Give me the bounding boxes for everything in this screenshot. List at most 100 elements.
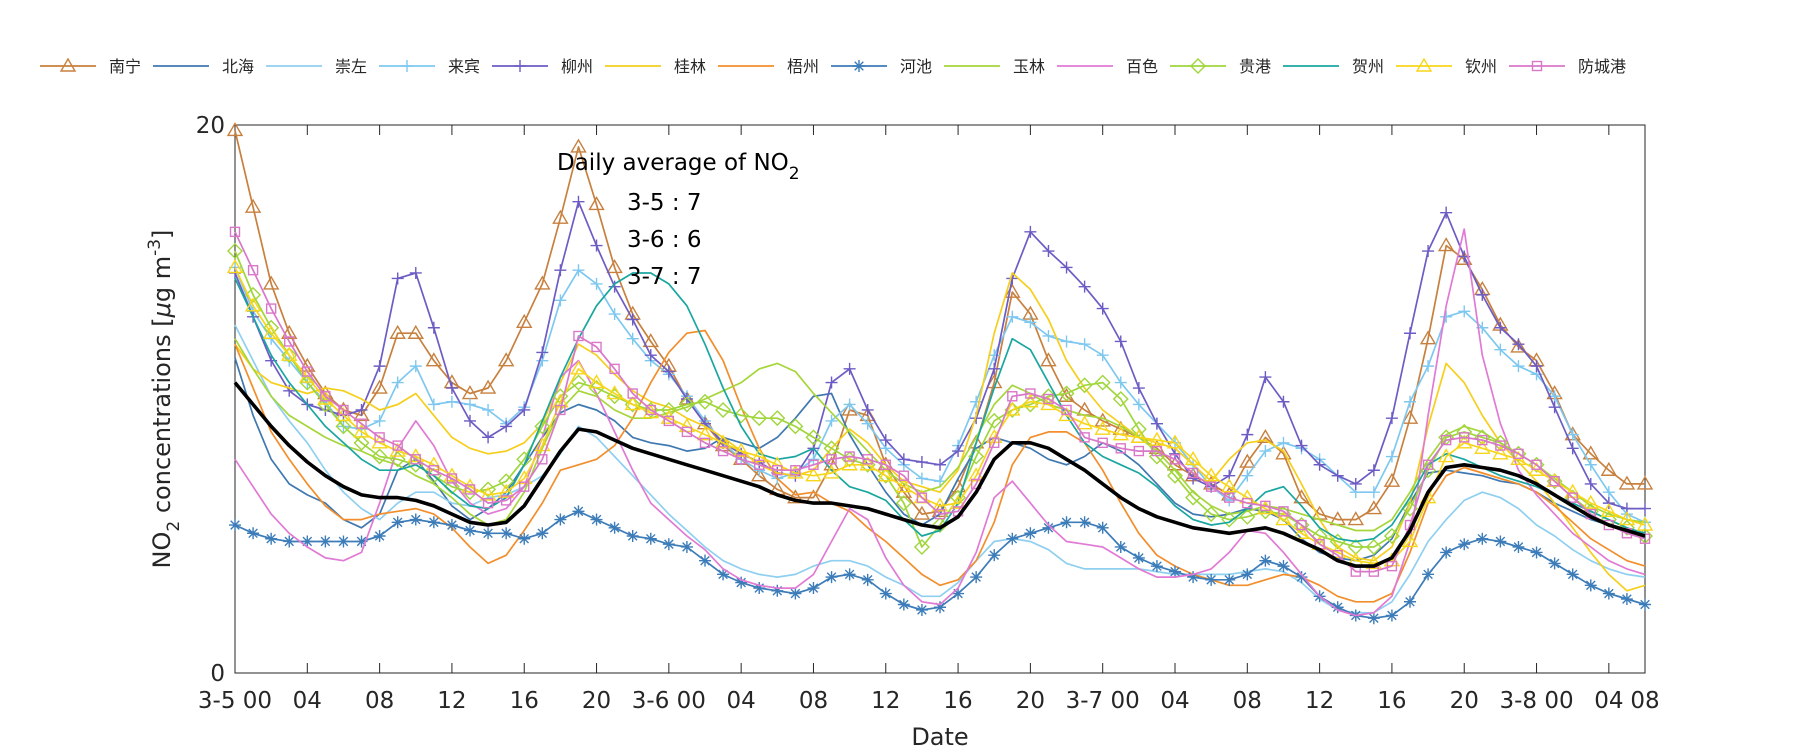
series-point <box>389 451 406 468</box>
series-point <box>1293 489 1310 504</box>
series-point <box>1437 448 1455 463</box>
series-point <box>409 266 422 279</box>
series-point <box>861 403 874 416</box>
series-point <box>1365 500 1383 515</box>
series-point <box>1132 551 1145 564</box>
legend-item: 百色 <box>1057 57 1158 76</box>
series-point <box>1331 469 1344 482</box>
series-point <box>464 524 476 537</box>
x-tick-label: 08 <box>1233 688 1262 714</box>
series-point <box>319 535 332 548</box>
series-point <box>714 434 732 449</box>
series-point <box>445 519 458 532</box>
series-point <box>265 303 277 314</box>
series-point <box>337 535 350 548</box>
series-point <box>1367 486 1380 499</box>
series-point <box>1512 360 1525 373</box>
series-point <box>1440 206 1453 219</box>
series-point <box>1275 445 1292 460</box>
series-point <box>445 382 458 395</box>
legend-item: 钦州 <box>1396 57 1497 76</box>
series-point <box>1530 546 1543 559</box>
series-point <box>772 465 783 476</box>
series-point <box>697 393 713 410</box>
legend-label: 贵港 <box>1239 57 1271 76</box>
series-point <box>1600 502 1618 518</box>
annotation-line-1: 3-5 : 7 <box>627 190 702 216</box>
legend-label: 钦州 <box>1465 57 1497 76</box>
series-point <box>1239 508 1256 525</box>
series-point <box>500 495 512 506</box>
series-point <box>371 448 388 465</box>
series-line <box>233 381 1646 568</box>
series-point <box>771 584 784 597</box>
legend-label: 贺州 <box>1352 57 1384 76</box>
series-point <box>1329 544 1346 559</box>
series-point <box>570 360 587 375</box>
series-point <box>1567 492 1578 503</box>
series-point <box>1078 338 1091 351</box>
series-point <box>952 587 965 600</box>
series-point <box>934 458 946 471</box>
series-point <box>1132 398 1145 411</box>
series-point <box>895 478 913 493</box>
legend-item: 贵港 <box>1170 57 1271 76</box>
series-point <box>787 464 804 479</box>
series-point <box>1584 579 1597 592</box>
series-point <box>245 286 262 303</box>
series-point <box>1293 524 1310 539</box>
series-point <box>555 404 566 416</box>
series-point <box>1221 511 1238 528</box>
series-point <box>880 459 891 470</box>
series-13 <box>229 226 1651 577</box>
series-point <box>464 414 476 427</box>
x-tick-label: 12 <box>1305 688 1334 714</box>
series-point <box>554 294 567 307</box>
series-point <box>931 497 949 512</box>
series-point <box>787 489 804 504</box>
x-tick-label: 3-8 00 <box>1499 688 1573 714</box>
series-point <box>699 554 711 567</box>
series-point <box>1440 434 1452 446</box>
series-point <box>644 532 657 545</box>
series-point <box>1331 601 1344 614</box>
series-point <box>552 209 569 224</box>
series-point <box>536 346 549 359</box>
series-point <box>1582 494 1599 509</box>
series-point <box>518 532 531 545</box>
series-point <box>624 396 641 411</box>
series-line <box>234 267 1646 565</box>
series-point <box>826 454 837 465</box>
series-point <box>1169 454 1181 465</box>
series-point <box>861 417 874 430</box>
series-point <box>1205 481 1217 492</box>
series-point <box>1042 245 1055 258</box>
series-point <box>1096 349 1109 362</box>
series-point <box>934 601 946 614</box>
series-point <box>409 360 422 373</box>
series-point <box>446 473 458 484</box>
series-point <box>262 324 280 339</box>
series-point <box>518 403 531 416</box>
series-point <box>1636 475 1654 490</box>
series-point <box>879 434 892 447</box>
series-point <box>805 467 822 482</box>
series-point <box>1132 382 1145 395</box>
series-point <box>573 330 584 342</box>
series-point <box>226 122 244 137</box>
series-point <box>1566 442 1579 455</box>
series-point <box>355 403 368 416</box>
series-point <box>1383 528 1400 544</box>
axis-ticks <box>234 125 1646 673</box>
series-point <box>572 195 585 208</box>
x-tick-label: 04 <box>727 688 756 714</box>
series-5 <box>234 272 1646 592</box>
series-point <box>590 239 603 252</box>
series-point <box>480 481 497 498</box>
series-point <box>1042 521 1055 534</box>
series-point <box>479 486 497 501</box>
series-point <box>1584 458 1597 471</box>
series-point <box>626 530 639 542</box>
series-point <box>1114 376 1127 389</box>
series-point <box>915 472 928 485</box>
